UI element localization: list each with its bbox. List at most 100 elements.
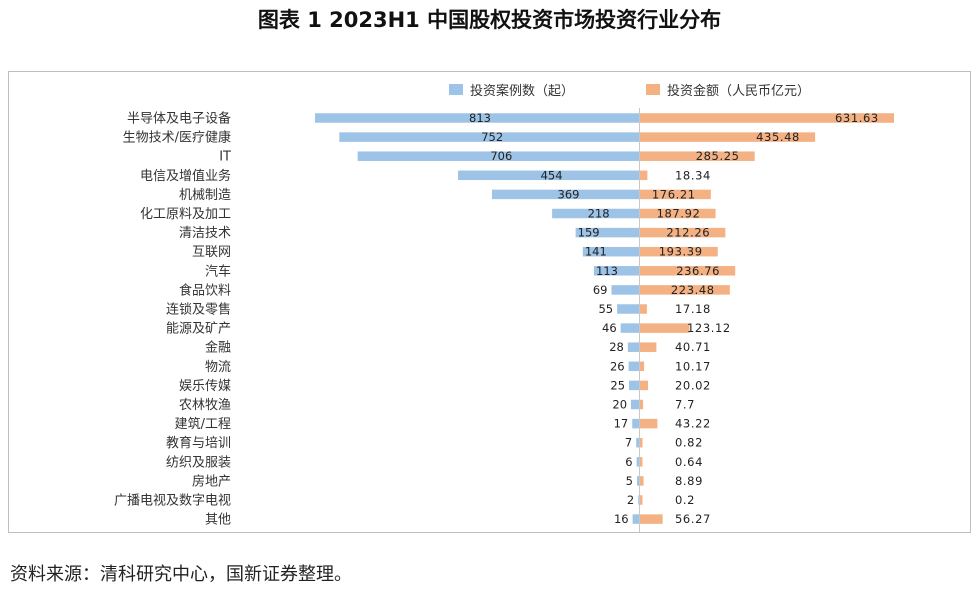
data-label-count: 46	[602, 321, 617, 335]
bar-count	[575, 227, 639, 238]
source-note: 资料来源：清科研究中心，国新证券整理。	[10, 564, 352, 585]
data-label-amount: 40.71	[675, 340, 711, 354]
data-label-count: 159	[578, 226, 600, 240]
data-label-count: 28	[609, 340, 624, 354]
data-label-amount: 10.17	[675, 359, 711, 373]
legend-label-count: 投资案例数（起）	[470, 84, 575, 99]
data-label-count: 454	[541, 168, 563, 182]
category-label: IT	[219, 150, 231, 165]
data-label-amount: 0.64	[675, 455, 703, 469]
bar-amount	[640, 227, 726, 238]
bar-count	[552, 208, 639, 219]
bar-amount	[640, 437, 643, 448]
bar-count	[632, 514, 639, 524]
data-label-count: 113	[596, 264, 618, 278]
bar-amount	[640, 380, 649, 391]
bar-count	[339, 132, 639, 142]
data-label-count: 218	[588, 207, 610, 221]
data-label-amount: 7.7	[675, 398, 695, 412]
bar-count	[582, 246, 639, 257]
data-label-count: 69	[593, 283, 608, 297]
data-label-amount: 223.48	[671, 283, 715, 297]
bar-amount	[640, 457, 643, 467]
category-label: 物流	[205, 360, 231, 375]
bar-amount	[640, 399, 644, 410]
data-label-amount: 17.18	[675, 302, 711, 316]
chart-title: 图表 1 2023H1 中国股权投资市场投资行业分布	[257, 8, 722, 32]
category-label: 化工原料及加工	[140, 207, 231, 222]
category-label: 食品饮料	[179, 282, 231, 298]
data-label-amount: 187.92	[657, 207, 701, 221]
bar-amount	[640, 246, 718, 257]
bar-amount	[640, 285, 730, 295]
data-label-amount: 193.39	[659, 245, 703, 259]
bar-count	[637, 476, 639, 486]
category-label: 生物技术/医疗健康	[123, 130, 231, 146]
data-label-amount: 236.76	[676, 264, 720, 278]
category-label: 纺织及服装	[166, 455, 231, 470]
bar-amount	[640, 342, 657, 352]
data-label-count: 2	[627, 493, 634, 507]
data-label-count: 20	[612, 398, 627, 412]
data-label-amount: 43.22	[675, 417, 711, 431]
bar-count	[636, 457, 639, 467]
data-label-amount: 56.27	[675, 512, 711, 526]
data-label-amount: 18.34	[675, 168, 711, 182]
bar-count	[611, 285, 639, 295]
data-label-amount: 176.21	[652, 187, 696, 201]
bar-amount	[640, 418, 658, 429]
data-label-count: 706	[490, 149, 512, 163]
data-label-amount: 0.2	[675, 493, 695, 507]
bar-amount	[640, 323, 690, 333]
bar-amount	[640, 304, 647, 314]
bar-count	[357, 151, 639, 161]
chart-plot: 半导体及电子设备 813 631.63 生物技术/医疗健康 752 435.48 IT 706…	[114, 108, 894, 532]
legend-item-amount: 投资金额（人民币亿元）	[646, 80, 810, 99]
bar-amount	[640, 189, 711, 200]
bar-amount	[640, 514, 663, 524]
data-label-count: 17	[614, 417, 629, 431]
legend-item-count: 投资案例数（起）	[449, 80, 574, 99]
data-label-amount: 435.48	[756, 130, 800, 144]
data-label-amount: 0.82	[675, 436, 703, 450]
bar-count	[617, 304, 639, 314]
bar-amount	[640, 113, 894, 123]
category-label: 连锁及零售	[166, 302, 231, 318]
bar-amount	[640, 495, 643, 505]
category-label: 汽车	[205, 263, 231, 279]
bar-count	[620, 323, 639, 333]
data-label-count: 6	[625, 455, 632, 469]
data-label-count: 141	[585, 245, 607, 259]
category-label: 半导体及电子设备	[127, 111, 231, 127]
bar-count	[636, 437, 639, 448]
bar-amount	[640, 170, 648, 181]
category-label: 房地产	[192, 473, 231, 489]
bar-count	[628, 361, 639, 372]
bar-amount	[640, 361, 645, 372]
data-label-count: 25	[610, 378, 625, 392]
category-label: 电信及增值业务	[140, 168, 231, 184]
category-label: 清洁技术	[179, 226, 231, 241]
category-label: 建筑/工程	[175, 416, 231, 432]
data-label-count: 5	[626, 474, 633, 488]
data-label-count: 813	[469, 111, 491, 125]
category-label: 农林牧渔	[179, 398, 231, 413]
data-label-count: 16	[614, 512, 629, 526]
data-label-amount: 631.63	[835, 111, 879, 125]
category-label: 其他	[205, 513, 231, 528]
category-label: 金融	[205, 340, 231, 356]
legend-label-amount: 投资金额（人民币亿元）	[667, 84, 811, 99]
bar-count	[631, 399, 639, 410]
bar-count	[491, 189, 639, 200]
category-label: 娱乐传媒	[179, 379, 231, 394]
bar-amount	[640, 476, 644, 486]
data-label-amount: 285.25	[696, 149, 740, 163]
bar-count	[315, 113, 639, 123]
data-label-amount: 8.89	[675, 474, 703, 488]
legend-swatch-count	[449, 84, 463, 95]
chart-frame: 投资案例数（起） 投资金额（人民币亿元） 半导体及电子设备 813 631.63 生物…	[8, 71, 971, 533]
bar-amount	[640, 132, 816, 142]
bar-amount	[640, 208, 716, 219]
data-label-amount: 212.26	[666, 226, 710, 240]
data-label-count: 752	[481, 130, 503, 144]
